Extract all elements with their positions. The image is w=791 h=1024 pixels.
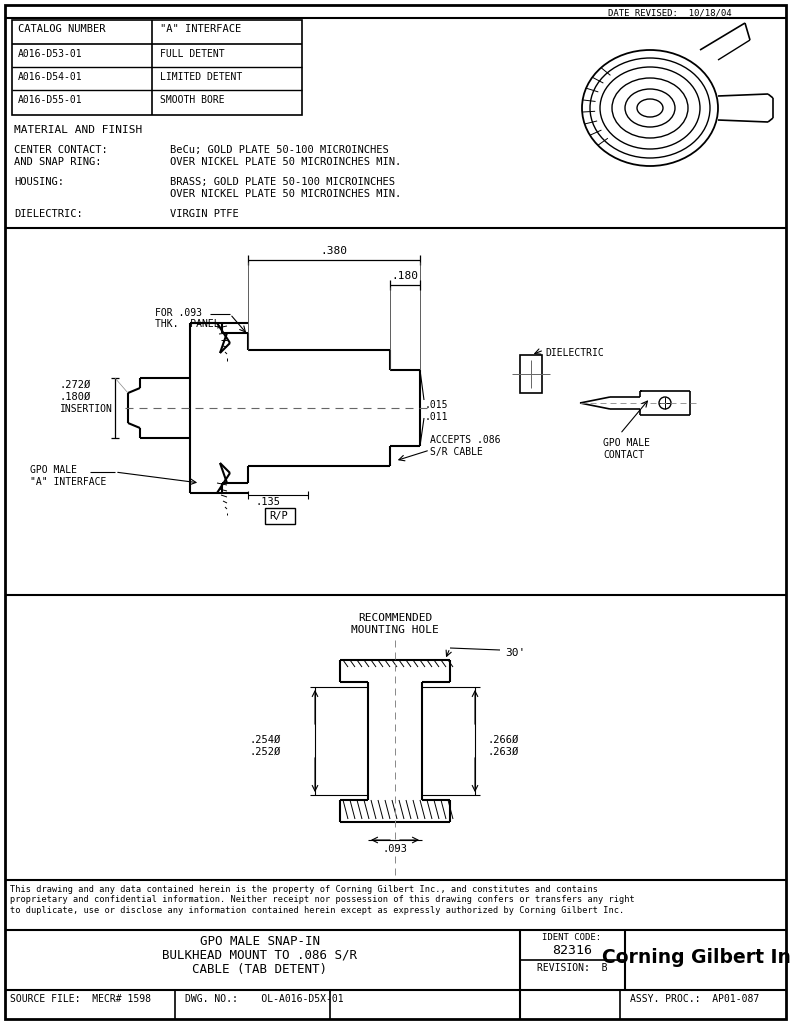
Text: MOUNTING HOLE: MOUNTING HOLE	[351, 625, 439, 635]
Text: .272Ø: .272Ø	[60, 380, 91, 390]
Text: FULL DETENT: FULL DETENT	[160, 49, 225, 59]
Text: .180: .180	[392, 271, 418, 281]
Text: .380: .380	[320, 246, 347, 256]
Text: R/P: R/P	[269, 511, 288, 521]
Text: Corning Gilbert Inc.: Corning Gilbert Inc.	[601, 948, 791, 967]
Text: OVER NICKEL PLATE 50 MICROINCHES MIN.: OVER NICKEL PLATE 50 MICROINCHES MIN.	[170, 189, 401, 199]
Text: GPO MALE: GPO MALE	[30, 465, 77, 475]
Text: CATALOG NUMBER: CATALOG NUMBER	[18, 24, 105, 34]
Text: RECOMMENDED: RECOMMENDED	[358, 613, 432, 623]
Bar	[12, 20, 302, 115]
Text: VIRGIN PTFE: VIRGIN PTFE	[170, 209, 239, 219]
Text: .015: .015	[425, 400, 448, 410]
Text: DATE REVISED:  10/18/04: DATE REVISED: 10/18/04	[608, 8, 732, 17]
Text: SMOOTH BORE: SMOOTH BORE	[160, 95, 225, 105]
Text: .135: .135	[256, 497, 281, 507]
Text: 82316: 82316	[552, 944, 592, 957]
Text: "A" INTERFACE: "A" INTERFACE	[160, 24, 241, 34]
Text: OVER NICKEL PLATE 50 MICROINCHES MIN.: OVER NICKEL PLATE 50 MICROINCHES MIN.	[170, 157, 401, 167]
Text: ASSY. PROC.:  AP01-087: ASSY. PROC.: AP01-087	[630, 994, 759, 1004]
Text: DIELECTRIC:: DIELECTRIC:	[14, 209, 83, 219]
Text: S/R CABLE: S/R CABLE	[430, 447, 483, 457]
Text: MATERIAL AND FINISH: MATERIAL AND FINISH	[14, 125, 142, 135]
Text: AND SNAP RING:: AND SNAP RING:	[14, 157, 101, 167]
Text: INSERTION: INSERTION	[60, 404, 113, 414]
Text: "A" INTERFACE: "A" INTERFACE	[30, 477, 106, 487]
Text: ACCEPTS .086: ACCEPTS .086	[430, 435, 501, 445]
Text: REVISION:  B: REVISION: B	[537, 963, 607, 973]
Text: SOURCE FILE:  MECR# 1598: SOURCE FILE: MECR# 1598	[10, 994, 151, 1004]
Text: LIMITED DETENT: LIMITED DETENT	[160, 72, 242, 82]
Text: BULKHEAD MOUNT TO .086 S/R: BULKHEAD MOUNT TO .086 S/R	[162, 949, 358, 962]
Text: .011: .011	[425, 412, 448, 422]
Text: CONTACT: CONTACT	[603, 450, 644, 460]
Text: CABLE (TAB DETENT): CABLE (TAB DETENT)	[192, 963, 327, 976]
Bar	[265, 508, 295, 524]
Text: .263Ø: .263Ø	[488, 746, 519, 757]
Text: .254Ø: .254Ø	[250, 735, 282, 745]
Text: .093: .093	[383, 844, 407, 854]
Text: DWG. NO.:    OL-A016-D5X-01: DWG. NO.: OL-A016-D5X-01	[185, 994, 343, 1004]
Text: GPO MALE: GPO MALE	[603, 438, 650, 449]
Bar	[520, 355, 542, 393]
Text: BRASS; GOLD PLATE 50-100 MICROINCHES: BRASS; GOLD PLATE 50-100 MICROINCHES	[170, 177, 395, 187]
Text: BeCu; GOLD PLATE 50-100 MICROINCHES: BeCu; GOLD PLATE 50-100 MICROINCHES	[170, 145, 388, 155]
Text: IDENT CODE:: IDENT CODE:	[543, 933, 602, 942]
Text: 30': 30'	[505, 648, 525, 658]
Text: .252Ø: .252Ø	[250, 746, 282, 757]
Text: This drawing and any data contained herein is the property of Corning Gilbert In: This drawing and any data contained here…	[10, 885, 634, 914]
Text: A016-D54-01: A016-D54-01	[18, 72, 82, 82]
Text: DIELECTRIC: DIELECTRIC	[545, 348, 604, 358]
Text: A016-D55-01: A016-D55-01	[18, 95, 82, 105]
Text: HOUSING:: HOUSING:	[14, 177, 64, 187]
Text: GPO MALE SNAP-IN: GPO MALE SNAP-IN	[200, 935, 320, 948]
Text: A016-D53-01: A016-D53-01	[18, 49, 82, 59]
Text: .180Ø: .180Ø	[60, 392, 91, 402]
Text: THK.  PANEL: THK. PANEL	[155, 319, 220, 329]
Text: FOR .093: FOR .093	[155, 308, 202, 318]
Text: CENTER CONTACT:: CENTER CONTACT:	[14, 145, 108, 155]
Text: .266Ø: .266Ø	[488, 735, 519, 745]
